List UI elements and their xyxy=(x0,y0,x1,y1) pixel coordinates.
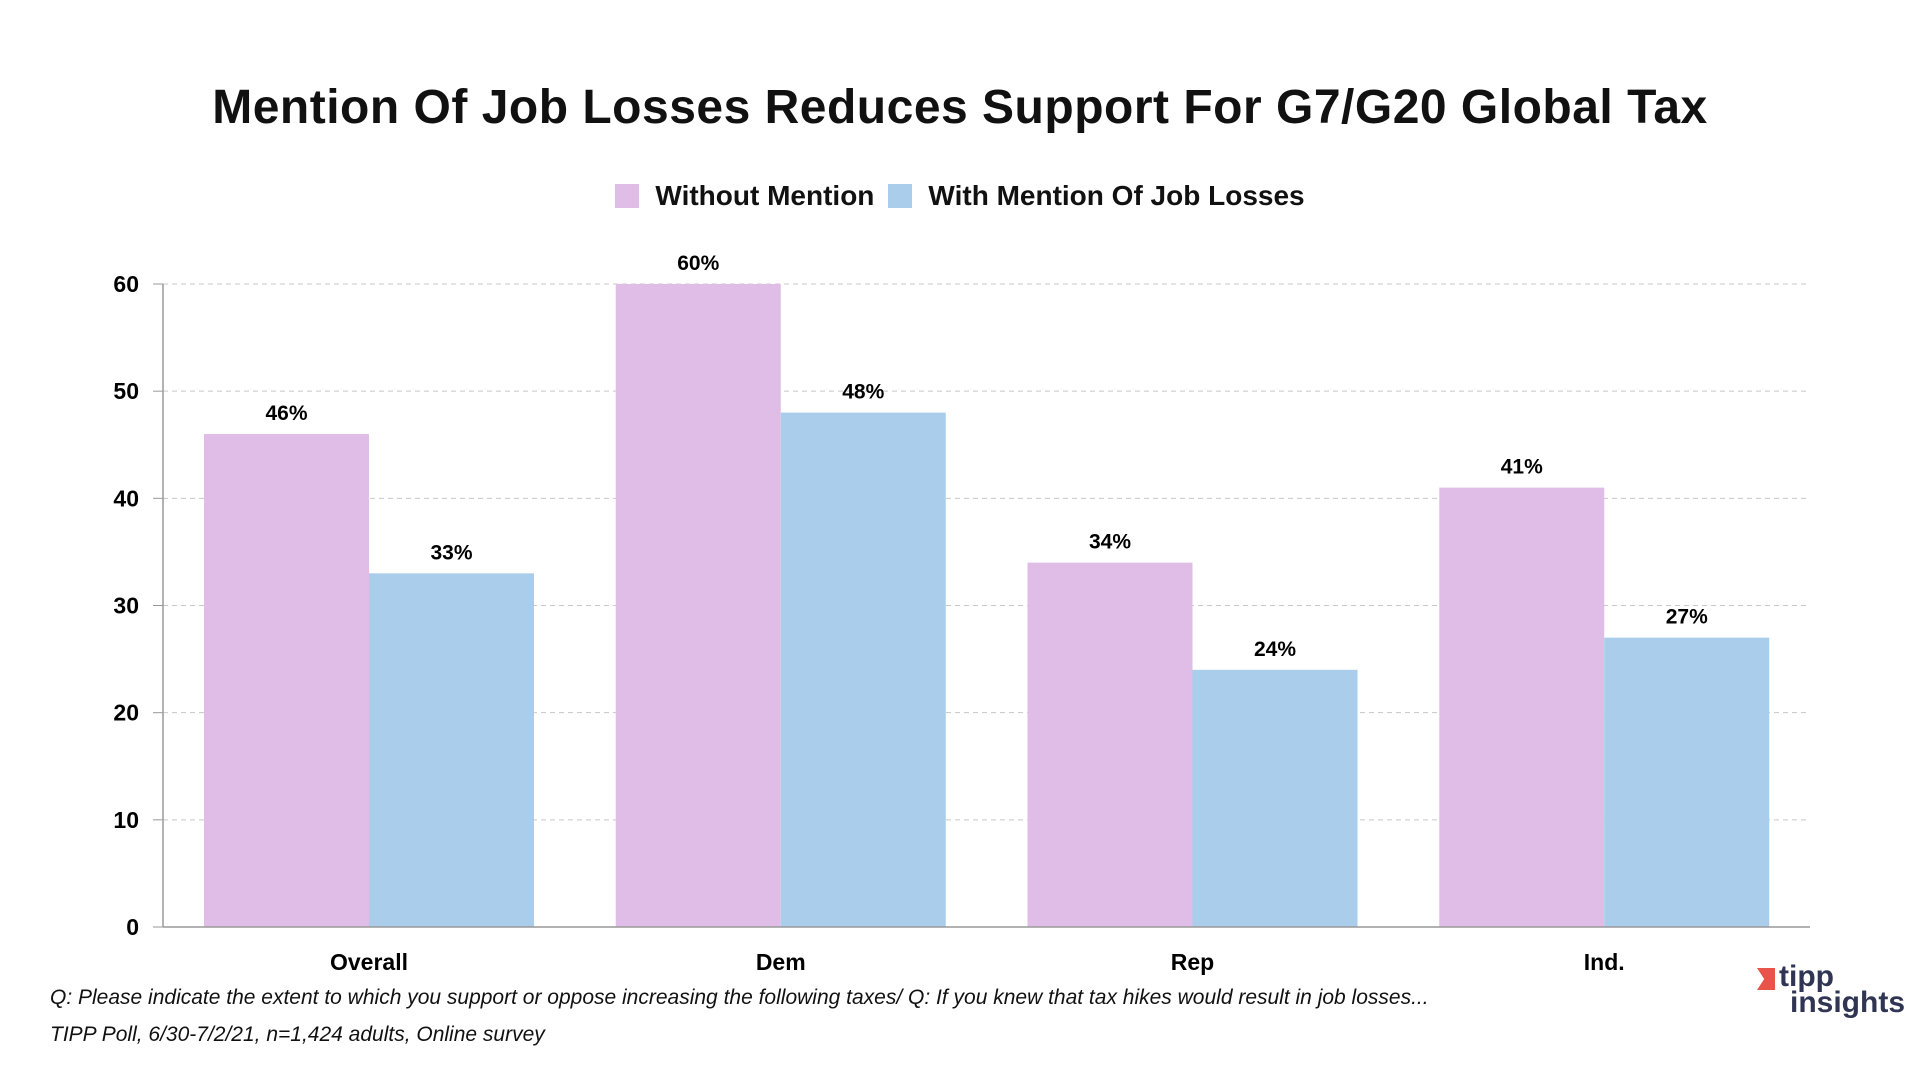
bar-dem-with xyxy=(780,412,946,928)
legend-item-with-mention: With Mention Of Job Losses xyxy=(888,180,1305,212)
bar-ind-with xyxy=(1604,637,1770,927)
legend-item-without-mention: Without Mention xyxy=(615,180,874,212)
x-tick-label: Dem xyxy=(756,949,806,975)
data-label: 27% xyxy=(1666,606,1708,629)
y-tick-label: 50 xyxy=(113,378,139,404)
tipp-insights-logo: tipp insights xyxy=(1745,962,1905,1022)
legend-label: With Mention Of Job Losses xyxy=(928,180,1305,211)
y-tick-label: 0 xyxy=(126,914,139,940)
x-tick-label: Ind. xyxy=(1584,949,1625,975)
data-label: 46% xyxy=(265,402,307,425)
y-tick-label: 10 xyxy=(113,807,139,833)
y-tick-label: 40 xyxy=(113,485,139,511)
bar-ind-without xyxy=(1439,487,1605,927)
data-label: 41% xyxy=(1501,456,1543,479)
footer-question: Q: Please indicate the extent to which y… xyxy=(50,986,1429,1009)
x-tick-label: Rep xyxy=(1171,949,1214,975)
data-label: 60% xyxy=(677,252,719,275)
bar-overall-without xyxy=(204,434,369,927)
logo-flag-icon xyxy=(1757,968,1775,990)
data-label: 48% xyxy=(842,381,884,404)
chart-title: Mention Of Job Losses Reduces Support Fo… xyxy=(212,81,1708,134)
bar-rep-with xyxy=(1192,669,1358,927)
bar-dem-without xyxy=(615,284,781,927)
y-tick-label: 20 xyxy=(113,700,139,726)
y-tick-label: 30 xyxy=(113,593,139,619)
x-tick-label: Overall xyxy=(330,949,408,975)
data-label: 33% xyxy=(430,541,472,564)
legend: Without Mention With Mention Of Job Loss… xyxy=(0,180,1920,212)
data-label: 34% xyxy=(1089,531,1131,554)
legend-swatch xyxy=(615,184,640,208)
legend-label: Without Mention xyxy=(655,180,875,211)
data-label: 24% xyxy=(1254,638,1296,661)
footer-source: TIPP Poll, 6/30-7/2/21, n=1,424 adults, … xyxy=(50,1023,545,1046)
bar-overall-with xyxy=(369,573,534,927)
y-tick-label: 60 xyxy=(113,271,139,297)
bar-rep-without xyxy=(1027,562,1193,927)
legend-swatch xyxy=(888,184,913,208)
